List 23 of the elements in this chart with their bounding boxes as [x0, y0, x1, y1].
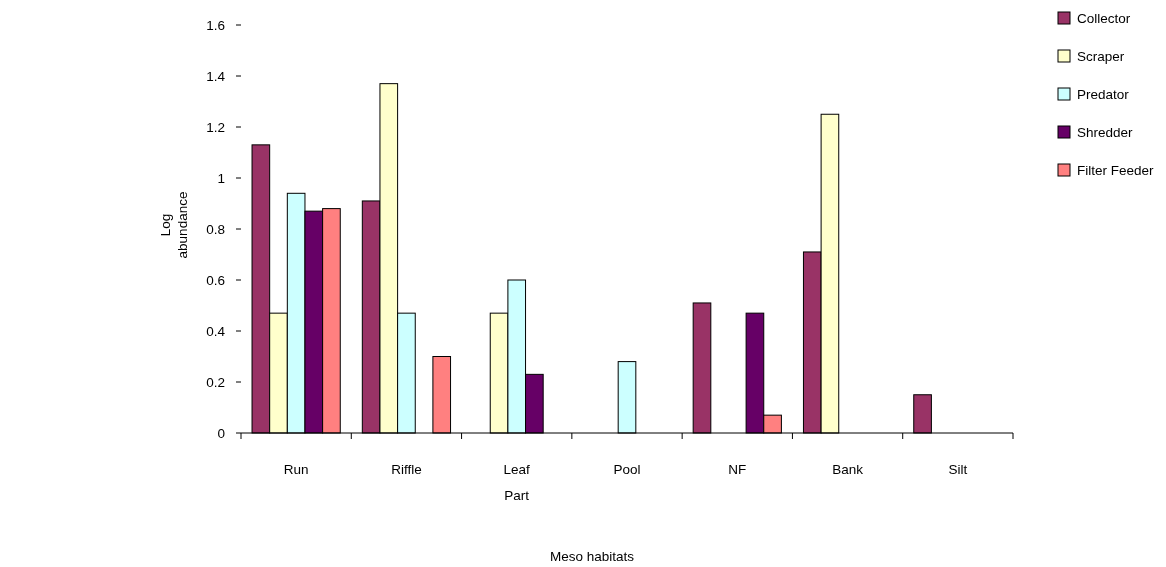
y-axis-title: Log abundance	[158, 191, 190, 259]
y-tick-label: 0.2	[206, 374, 225, 390]
legend-label: Shredder	[1077, 124, 1134, 140]
x-axis-title: Meso habitats	[549, 549, 635, 564]
x-tick-label: Bank	[832, 462, 864, 477]
y-tick-label: 1.2	[206, 119, 225, 135]
y-tick-label: 1.4	[206, 68, 226, 84]
legend-label: Filter Feeder	[1077, 162, 1155, 178]
y-tick-label: 0	[217, 425, 225, 441]
legend-label: Scraper	[1077, 48, 1125, 64]
x-tick-label: Pool	[613, 462, 641, 477]
x-tick-label: Riffle	[391, 462, 422, 477]
y-tick-label: 0.6	[206, 272, 225, 288]
x-tick-label: Leaf Part	[503, 462, 531, 503]
y-tick-label: 1	[217, 170, 225, 186]
y-tick-label: 0.8	[206, 221, 225, 237]
y-tick-label: 1.6	[206, 17, 225, 33]
y-tick-label: 0.4	[206, 323, 226, 339]
legend-label: Predator	[1077, 86, 1130, 102]
x-tick-label: NF	[728, 462, 747, 477]
legend-label: Collector	[1077, 10, 1131, 26]
x-tick-label: Run	[283, 462, 309, 477]
x-tick-label: Silt	[948, 462, 968, 477]
